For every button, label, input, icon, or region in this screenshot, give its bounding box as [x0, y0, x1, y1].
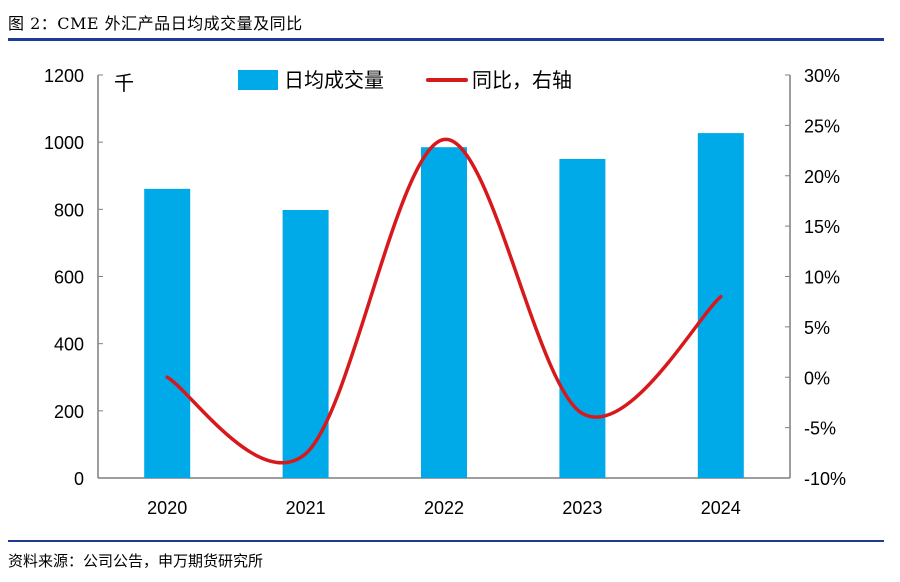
bar-2023 [559, 158, 606, 479]
right-tick-label: -10% [804, 469, 846, 489]
figure-title: 图 2：CME 外汇产品日均成交量及同比 [8, 14, 303, 33]
right-tick-label: 15% [804, 217, 840, 237]
legend-label-line: 同比，右轴 [472, 69, 572, 92]
x-tick-label: 2024 [701, 498, 741, 518]
chart: 0 200 400 600 800 1000 1200 -10% -5% 0% 5% 10% 15% 20… [44, 66, 846, 518]
x-tick-label: 2020 [147, 498, 187, 518]
left-axis-unit: 千 [114, 72, 134, 95]
x-tick-label: 2022 [424, 498, 464, 518]
left-tick-label: 0 [74, 469, 84, 489]
right-tick-label: 20% [804, 167, 840, 187]
legend-label-bar: 日均成交量 [284, 69, 384, 92]
bar-2021 [282, 210, 329, 478]
bar-2022 [421, 147, 467, 478]
right-tick-label: -5% [804, 419, 836, 439]
left-tick-label: 800 [54, 200, 84, 220]
right-tick-label: 10% [804, 268, 840, 288]
x-tick-label: 2021 [286, 498, 326, 518]
left-tick-label: 1000 [44, 133, 84, 153]
bar-2020 [144, 188, 191, 478]
x-tick-label: 2023 [562, 498, 602, 518]
right-tick-label: 25% [804, 116, 840, 136]
left-tick-label: 600 [54, 268, 84, 288]
legend-swatch-bar [238, 70, 278, 90]
left-tick-label: 1200 [44, 66, 84, 86]
right-tick-label: 0% [804, 368, 830, 388]
source-note: 资料来源：公司公告，申万期货研究所 [8, 552, 264, 570]
source-rule [8, 540, 884, 542]
left-tick-label: 400 [54, 335, 84, 355]
right-tick-label: 30% [804, 66, 840, 86]
left-tick-label: 200 [54, 402, 84, 422]
right-tick-label: 5% [804, 318, 830, 338]
bar-2024 [697, 133, 744, 478]
title-rule [8, 38, 884, 41]
